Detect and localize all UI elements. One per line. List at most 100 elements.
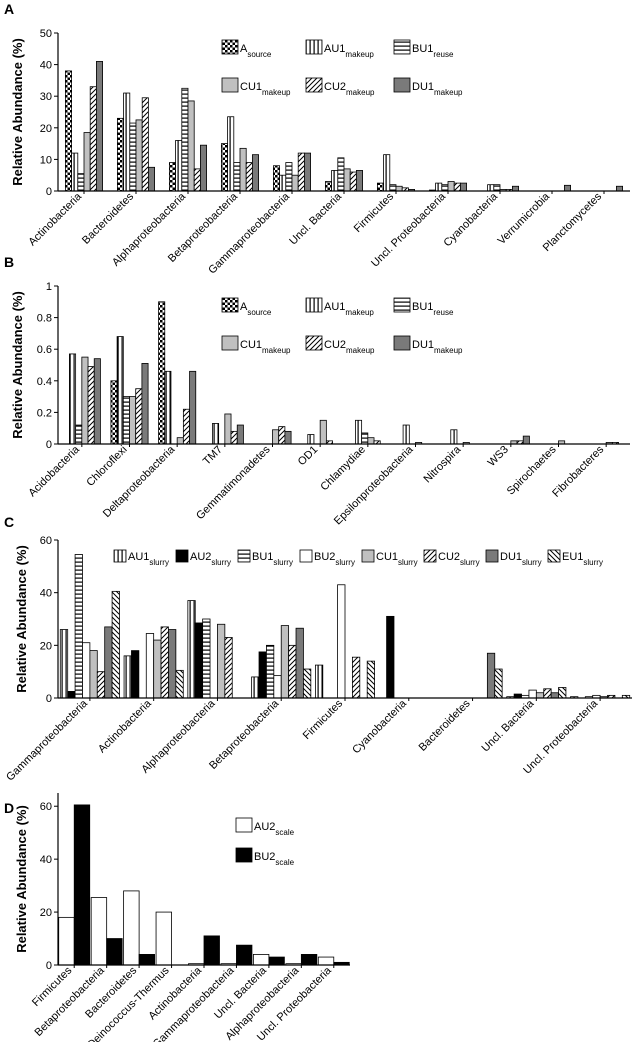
x-category-label: WS3 xyxy=(486,444,511,469)
bar-eu1-actinobacteria xyxy=(175,669,184,699)
y-tick-label: 50 xyxy=(40,28,52,40)
bar-bu2-actinobacteria xyxy=(145,633,155,699)
bar-cu1-gammaproteobacteria xyxy=(89,650,98,699)
legend-label: DU1makeup xyxy=(412,81,463,97)
bar-bu1-betaproteobacteria xyxy=(233,162,241,192)
legend-swatch xyxy=(361,549,375,563)
legend-swatch xyxy=(113,549,127,563)
legend-label: EU1slurry xyxy=(562,551,603,567)
bar-cu1-gemmatimonadetes xyxy=(272,429,280,445)
panel-label: B xyxy=(4,254,14,270)
panel-label: C xyxy=(4,514,14,530)
legend-label: CU1makeup xyxy=(240,81,291,97)
y-axis-label: Relative Abundance (%) xyxy=(10,38,25,186)
bar-bu1-actinobacteria xyxy=(77,173,85,192)
bar-au1-chlamydiae xyxy=(355,419,363,445)
bar-au1-betaproteobacteria xyxy=(251,676,260,699)
legend-label: CU2makeup xyxy=(324,81,375,97)
bar-bu1-gammaproteobacteria xyxy=(285,162,293,192)
legend-item-au2-slurry: AU2slurry xyxy=(175,549,231,567)
bar-cu1-alphaproteobacteria xyxy=(187,100,195,192)
x-category-label: Uncl. Bacteria xyxy=(480,697,538,755)
bar-du1-uncl-bacteria xyxy=(355,170,363,192)
x-category-label: Cyanobacteria xyxy=(441,190,500,249)
legend-subscript: makeup xyxy=(262,346,291,355)
bar-du1-actinobacteria xyxy=(96,61,104,192)
y-tick-label: 60 xyxy=(40,801,52,813)
legend-subscript: makeup xyxy=(434,346,463,355)
bar-du1-actinobacteria xyxy=(168,629,177,699)
y-tick-label: 0.8 xyxy=(37,313,52,325)
bar-bu2-bacteroidetes xyxy=(138,954,156,966)
bar-du1-ws3 xyxy=(522,435,530,445)
legend-swatch xyxy=(305,335,323,351)
bar-au1-actinobacteria xyxy=(71,152,79,192)
legend-label: CU1makeup xyxy=(240,339,291,355)
bar-eu1-uncl-bacteria xyxy=(558,687,567,699)
bar-cu1-chloroflexi xyxy=(129,396,137,445)
legend-swatch xyxy=(235,817,253,833)
legend-item-bu1-reuse: BU1reuse xyxy=(393,39,454,59)
bar-au1-epsilonproteobacteria xyxy=(402,424,410,445)
x-category-label: Actinobacteria xyxy=(96,697,154,755)
bar-cu2-betaproteobacteria xyxy=(288,644,297,699)
legend-swatch xyxy=(305,77,323,93)
x-category-label: Chloroflexi xyxy=(84,444,129,489)
bar-au2-firmicutes xyxy=(58,916,75,966)
bar-cu1-actinobacteria xyxy=(153,639,162,699)
y-axis-label: Relative Abundance (%) xyxy=(10,291,25,439)
bar-bu2-actinobacteria xyxy=(203,935,220,966)
legend-swatch xyxy=(305,297,323,313)
legend-item-cu1-makeup: CU1makeup xyxy=(221,77,291,97)
bar-cu1-alphaproteobacteria xyxy=(217,623,226,699)
legend-item-au1-makeup: AU1makeup xyxy=(305,297,374,317)
bar-au2-betaproteobacteria xyxy=(90,897,108,966)
bar-au1-nitrospira xyxy=(450,429,458,445)
bar-du1-betaproteobacteria xyxy=(295,627,304,699)
bar-cu2-gammaproteobacteria xyxy=(297,152,305,192)
x-category-label: Nitrospira xyxy=(422,443,464,485)
bar-cu1-deltaproteobacteria xyxy=(176,437,184,445)
bar-bu2-alphaproteobacteria xyxy=(300,954,318,966)
bar-cu2-deltaproteobacteria xyxy=(182,408,190,445)
bar-au2-deinococcus-thermus xyxy=(155,911,172,966)
bar-cu1-firmicutes xyxy=(395,185,403,192)
panel-b-chart: B Relative Abundance (%) 0 0.2 0.4 0.6 0.8 1 Aci… xyxy=(4,254,630,527)
legend-label: BU1slurry xyxy=(252,551,293,567)
bar-du1-gammaproteobacteria xyxy=(303,152,311,192)
bar-a-bacteroidetes xyxy=(117,117,125,192)
bar-cu2-alphaproteobacteria xyxy=(193,168,201,192)
legend-subscript: scale xyxy=(275,828,294,837)
bar-du1-uncl-proteobacteria xyxy=(459,182,467,192)
bar-eu1-betaproteobacteria xyxy=(303,668,312,699)
legend-item-cu2-slurry: CU2slurry xyxy=(423,549,480,567)
bar-cu1-uncl-bacteria xyxy=(535,692,545,699)
legend-label: CU2makeup xyxy=(324,339,375,355)
bar-au1-uncl-proteobacteria xyxy=(435,182,443,192)
legend-subscript: makeup xyxy=(262,88,291,97)
bar-au1-deltaproteobacteria xyxy=(164,370,172,445)
panel-d-chart: D Relative Abundance (%)0204060Firmicutes… xyxy=(4,793,350,1042)
x-category-label: Uncl. Bacteria xyxy=(287,190,345,248)
bar-bu1-alphaproteobacteria xyxy=(181,87,189,192)
x-category-label: Firmicutes xyxy=(352,190,397,235)
bar-au2-betaproteobacteria xyxy=(258,651,267,699)
legend-item-cu1-makeup: CU1makeup xyxy=(221,335,291,355)
bar-au1-od1 xyxy=(307,434,315,445)
legend-item-au1-makeup: AU1makeup xyxy=(305,39,374,59)
bar-cu1-actinobacteria xyxy=(83,132,91,192)
x-category-label: Cyanobacteria xyxy=(350,697,409,756)
bar-cu2-firmicutes xyxy=(351,656,361,699)
bar-cu2-uncl-bacteria xyxy=(543,688,552,699)
bar-au2-bacteroidetes xyxy=(123,890,140,966)
bar-cu2-alphaproteobacteria xyxy=(224,637,233,699)
bar-bu1-uncl-bacteria xyxy=(337,157,345,192)
bar-du1-acidobacteria xyxy=(93,358,101,445)
legend-item-a-source: Asource xyxy=(221,39,272,59)
bar-cu2-acidobacteria xyxy=(87,366,95,445)
legend-item-du1-makeup: DU1makeup xyxy=(393,77,463,97)
y-tick-label: 40 xyxy=(40,854,52,866)
legend-swatch xyxy=(547,549,561,563)
y-tick-label: 40 xyxy=(40,588,52,600)
